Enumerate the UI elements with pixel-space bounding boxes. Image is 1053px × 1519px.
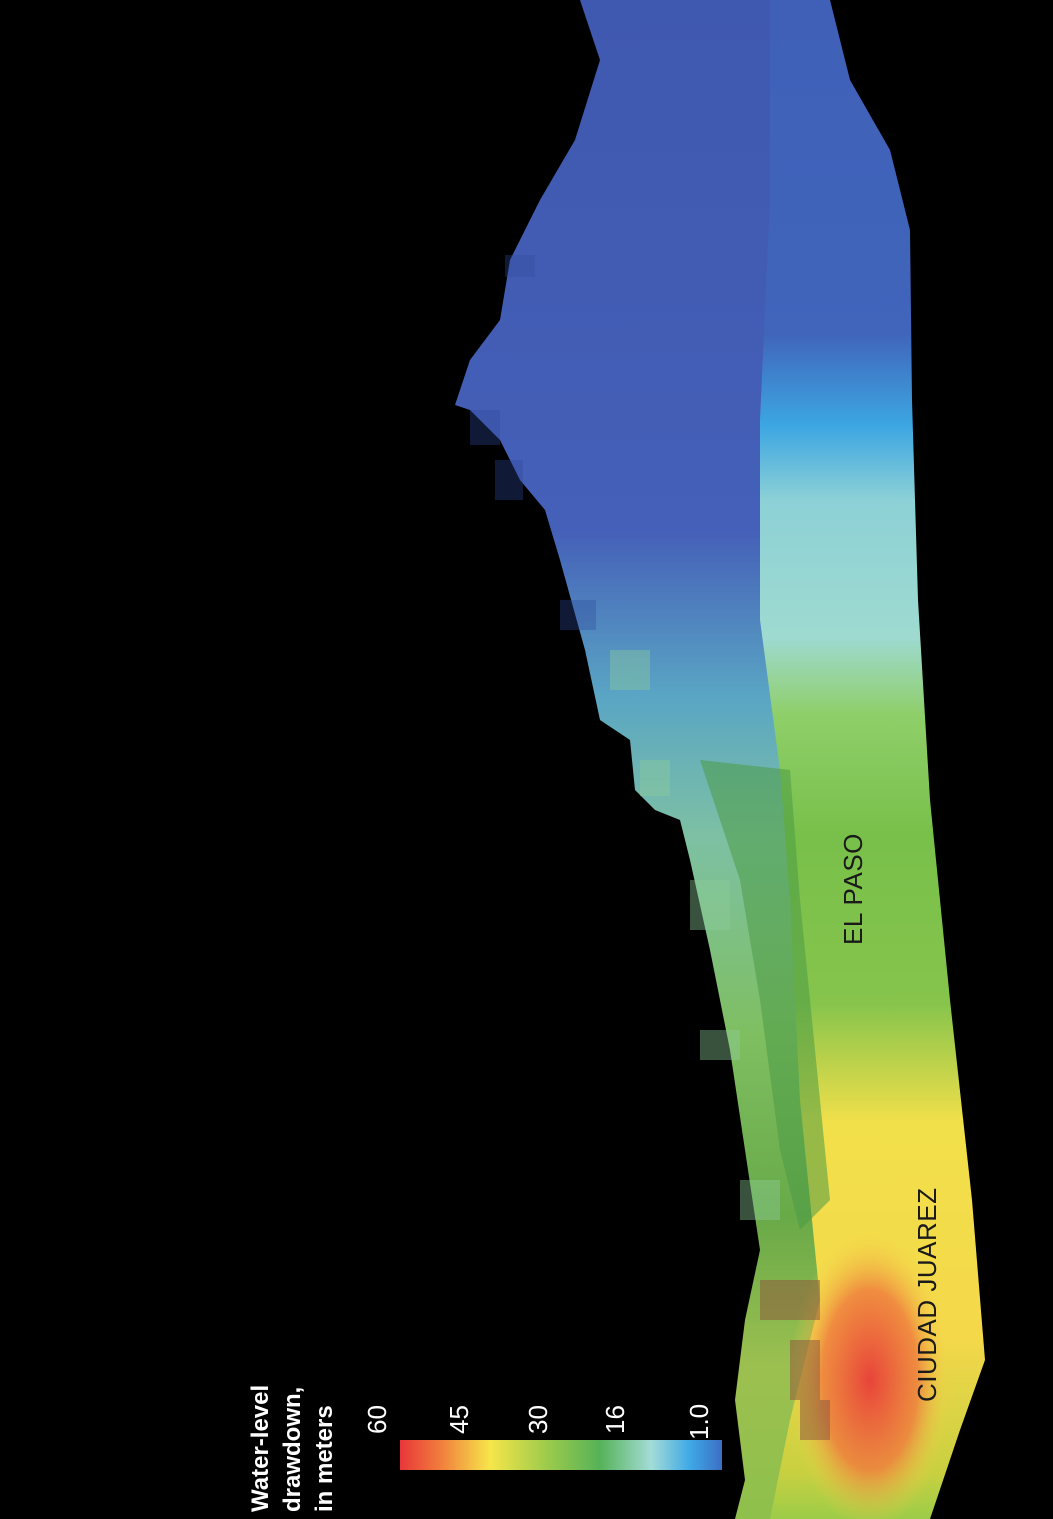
legend-tick: 60 xyxy=(362,1405,392,1434)
ridge-surface xyxy=(455,0,830,1519)
place-label-el-paso: EL PASO xyxy=(838,833,868,945)
ridge-texture xyxy=(470,255,596,630)
basin-band xyxy=(700,760,830,1230)
juarez-ridge-texture xyxy=(760,1280,830,1440)
legend-tick: 30 xyxy=(523,1405,553,1434)
legend-title: Water-level drawdown, in meters xyxy=(245,1385,341,1512)
legend-colorbar xyxy=(400,1440,722,1470)
legend-title-line-2: drawdown, xyxy=(279,1386,306,1512)
legend-title-line-3: in meters xyxy=(311,1405,338,1512)
legend-tick: 16 xyxy=(600,1405,630,1434)
place-label-ciudad-juarez: CIUDAD JUAREZ xyxy=(912,1187,942,1402)
ridge-lower-texture xyxy=(610,650,780,1220)
legend-tick: 1.0 xyxy=(684,1403,714,1440)
legend-tick: 45 xyxy=(444,1405,474,1434)
drawdown-peak xyxy=(790,1230,950,1519)
legend-title-line-1: Water-level xyxy=(247,1384,274,1512)
